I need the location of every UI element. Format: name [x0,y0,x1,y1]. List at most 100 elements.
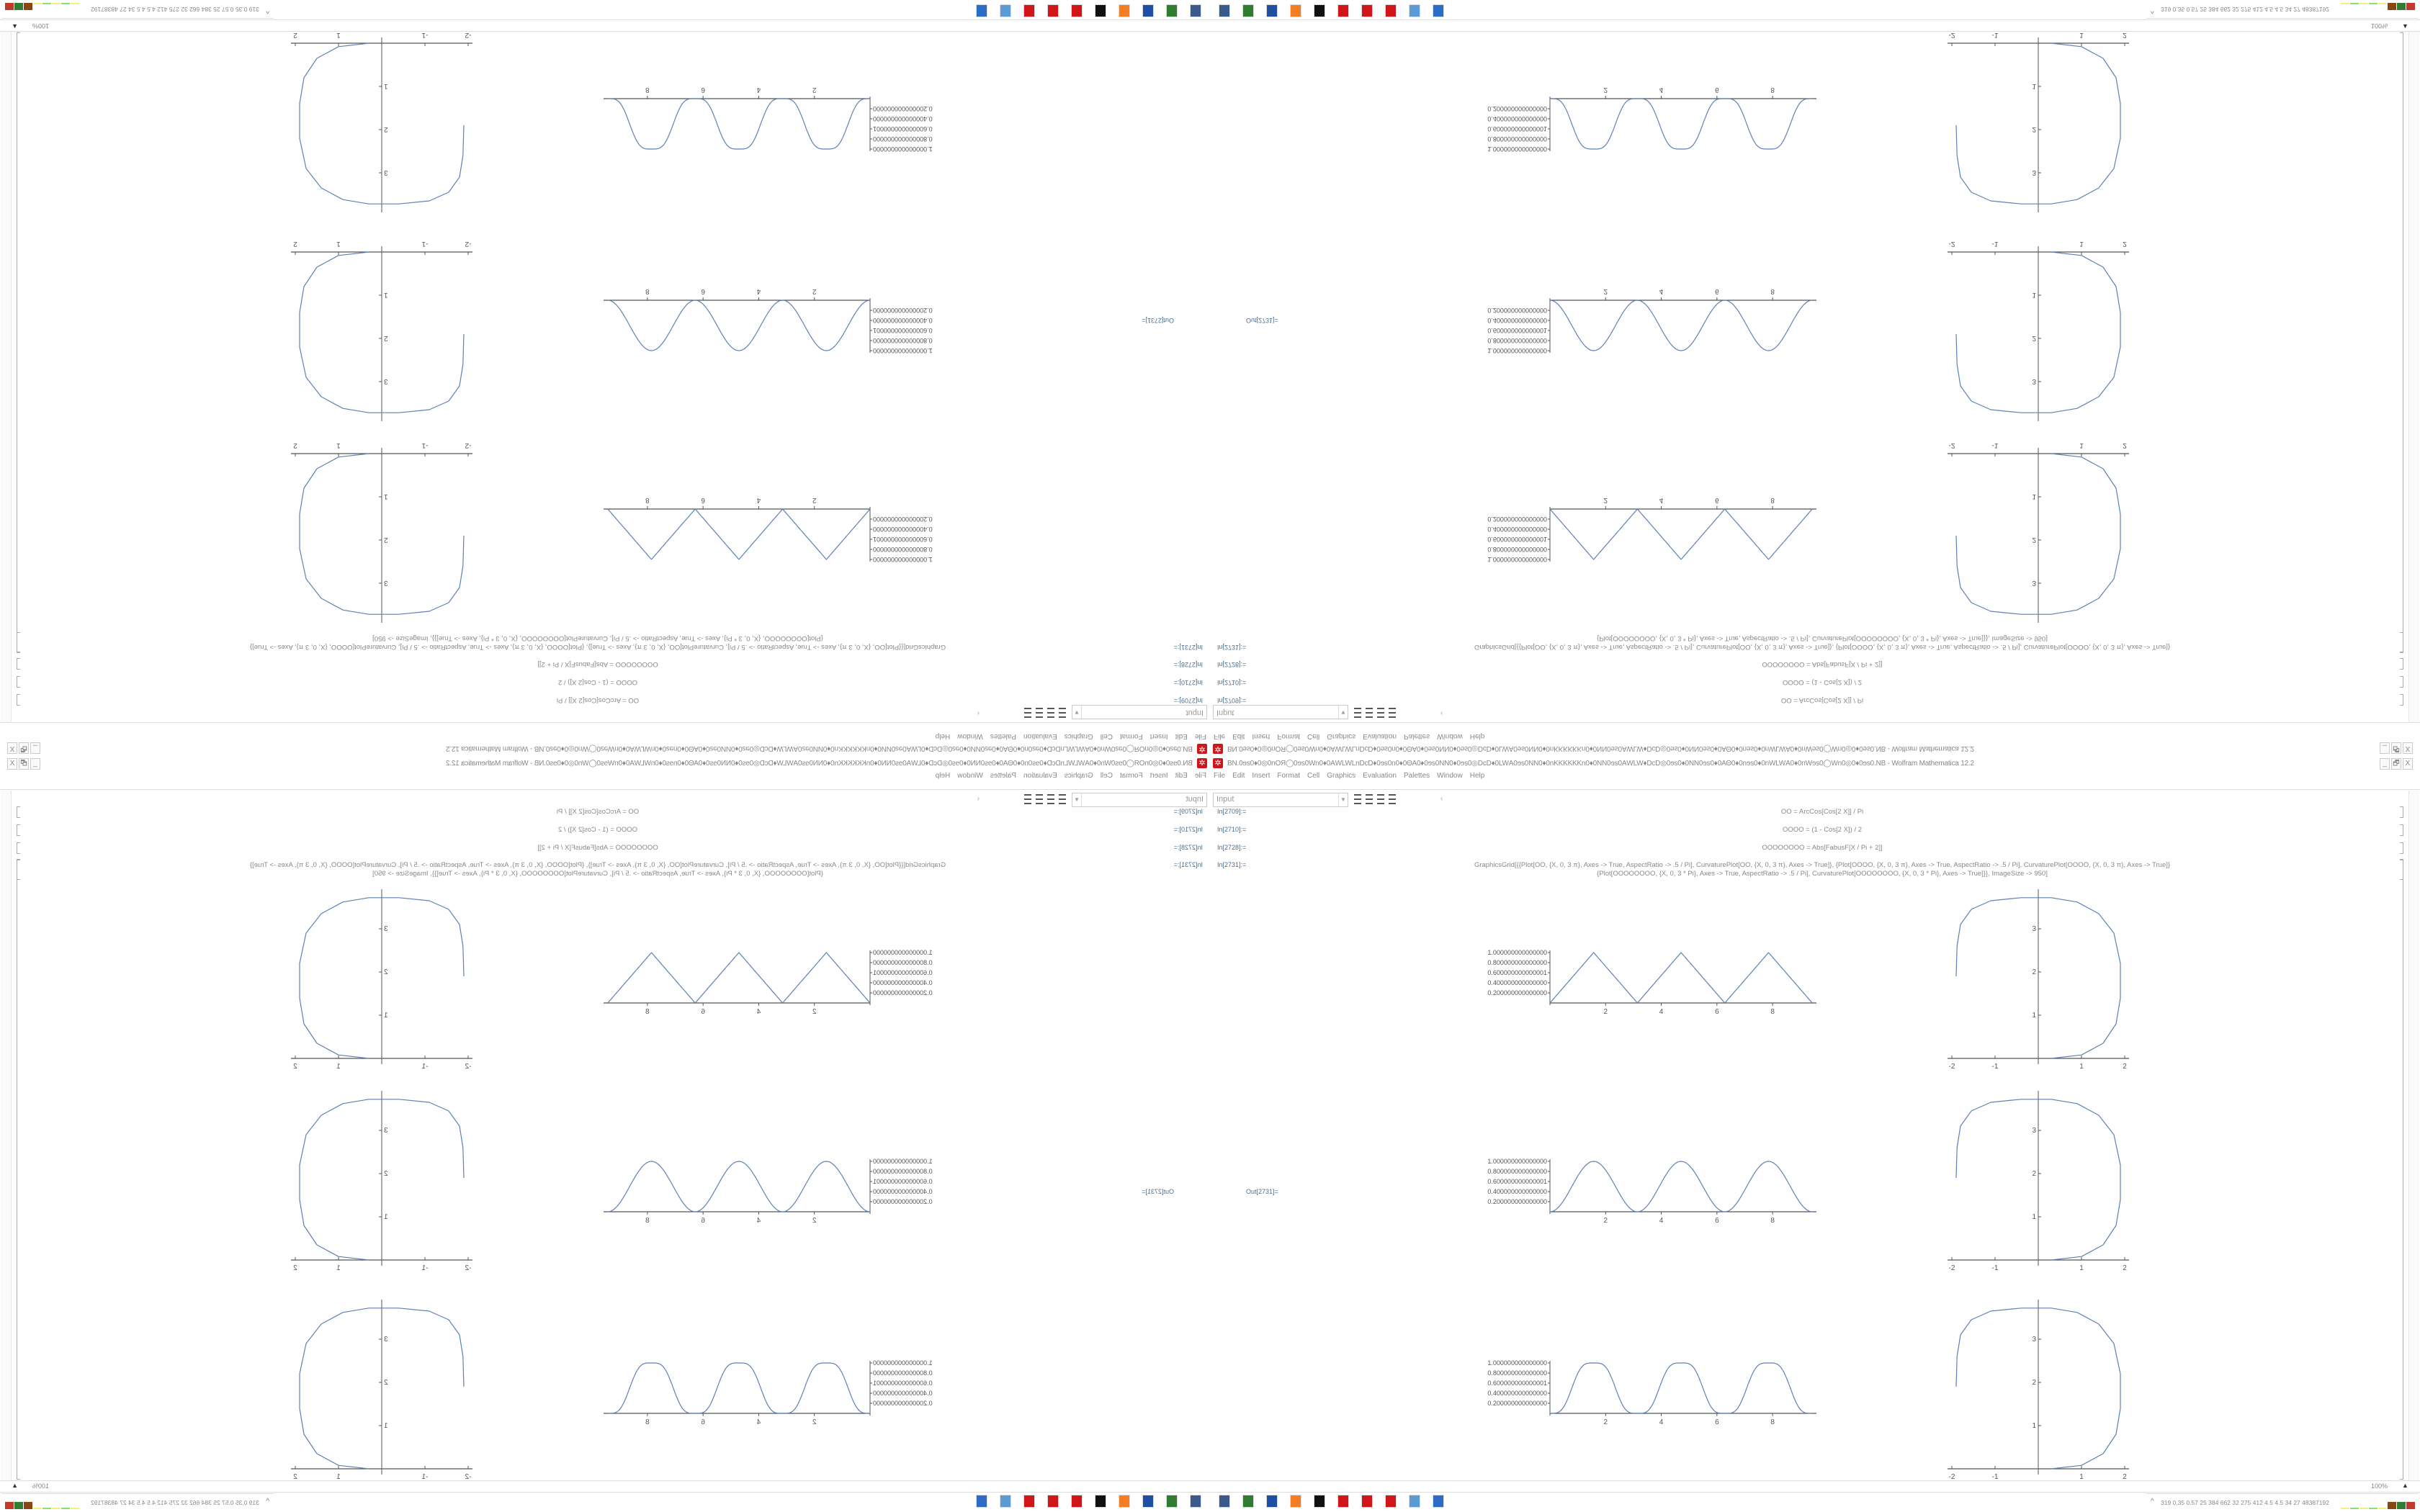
android-emulator-icon[interactable] [1166,1495,1178,1508]
menu-edit[interactable]: Edit [1232,732,1245,740]
input-code[interactable]: GraphicsGrid[{{Plot[OO, {X, 0, 3 π}, Axe… [1474,643,2171,651]
cell-bracket[interactable] [2400,694,2403,706]
input-code[interactable]: {Plot[OOOOOOOO, {X, 0, 3 * Pi}, Axes -> … [1597,634,2048,642]
menu-window[interactable]: Window [957,732,983,740]
cell-bracket[interactable] [2400,658,2403,670]
menu-evaluation[interactable]: Evaluation [1363,772,1397,780]
menu-insert[interactable]: Insert [1252,772,1270,780]
mathematica-icon[interactable] [1361,1495,1373,1508]
align-center-button[interactable] [1047,794,1054,804]
chevron-up-icon[interactable]: ^ [2151,6,2154,14]
android-emulator-icon[interactable] [1242,4,1254,17]
minimize-button[interactable]: _ [2380,758,2390,770]
align-center-button[interactable] [1366,794,1373,804]
menu-insert[interactable]: Insert [1150,732,1168,740]
cell-bracket[interactable] [2400,676,2403,688]
input-code[interactable]: OO = ArcCos[Cos[2 X]] / Pi [1780,696,1864,704]
inkscape-icon[interactable] [1095,1495,1106,1508]
menu-evaluation[interactable]: Evaluation [1363,732,1397,740]
vertical-scrollbar[interactable] [2408,32,2419,721]
input-code[interactable]: OOOOOOOO = Abs[FabusF[X / Pi + 2]] [537,844,658,852]
menu-graphics[interactable]: Graphics [1327,772,1356,780]
zoom-menu-icon[interactable]: ▲ [12,23,18,30]
zoom-level[interactable]: 100% [2371,22,2388,30]
minimize-button[interactable]: _ [30,758,40,770]
close-button[interactable]: X [2403,758,2413,770]
restore-button[interactable]: 🗗 [19,742,29,754]
mathematica-icon[interactable] [1361,4,1373,17]
align-center-button[interactable] [1366,708,1373,718]
cell-bracket[interactable] [17,824,20,836]
mathematica-icon[interactable] [1071,1495,1083,1508]
menu-edit[interactable]: Edit [1175,732,1188,740]
output-cell-bracket[interactable] [17,859,20,1480]
zoom-level[interactable]: 100% [2371,1482,2388,1490]
menu-evaluation[interactable]: Evaluation [1023,732,1057,740]
minimize-button[interactable]: _ [30,742,40,754]
zoom-menu-icon[interactable]: ▲ [2402,23,2408,30]
input-code[interactable]: OO = ArcCos[Cos[2 X]] / Pi [1780,808,1864,816]
menu-help[interactable]: Help [1469,772,1485,780]
menu-graphics[interactable]: Graphics [1327,732,1356,740]
align-left-button[interactable] [1059,794,1066,804]
menu-graphics[interactable]: Graphics [1064,732,1093,740]
menu-palettes[interactable]: Palettes [990,772,1016,780]
menu-palettes[interactable]: Palettes [1404,772,1430,780]
mathematica-icon[interactable] [1337,1495,1349,1508]
input-code[interactable]: OOOOOOOO = Abs[FabusF[X / Pi + 2]] [1762,844,1883,852]
inkscape-icon[interactable] [1314,4,1325,17]
android-emulator-icon[interactable] [1242,1495,1254,1508]
vertical-scrollbar[interactable] [1,791,12,1480]
menu-window[interactable]: Window [1437,772,1463,780]
collapse-toolbar-icon[interactable]: ‹ [977,795,980,803]
zoom-level[interactable]: 100% [32,22,49,30]
cell-bracket[interactable] [2400,806,2403,818]
input-code[interactable]: OOOOOOOO = Abs[FabusF[X / Pi + 2]] [537,660,658,668]
mathematica-icon[interactable] [1385,4,1397,17]
firefox-icon[interactable] [1290,4,1301,17]
calculator-icon[interactable] [1409,4,1420,17]
restore-button[interactable]: 🗗 [2391,742,2401,754]
menu-graphics[interactable]: Graphics [1064,772,1093,780]
restore-button[interactable]: 🗗 [2391,758,2401,770]
menu-cell[interactable]: Cell [1100,772,1113,780]
align-justify-button[interactable] [1389,794,1396,804]
input-code[interactable]: OOOO = (1 - Cos[2 X]) / 2 [1782,826,1863,834]
input-code[interactable]: OO = ArcCos[Cos[2 X]] / Pi [556,696,640,704]
network-monitor-icon[interactable] [1190,1495,1201,1508]
chevron-up-icon[interactable]: ^ [2151,1498,2154,1506]
chevron-up-icon[interactable]: ^ [266,6,269,14]
menu-insert[interactable]: Insert [1150,772,1168,780]
cell-style-dropdown[interactable]: Input ▼ [1072,705,1207,719]
menu-format[interactable]: Format [1119,772,1143,780]
network-monitor-icon[interactable] [1190,4,1201,17]
collapse-toolbar-icon[interactable]: ‹ [1440,709,1443,717]
input-code[interactable]: {Plot[OOOOOOOO, {X, 0, 3 * Pi}, Axes -> … [372,634,823,642]
save-disk-icon[interactable] [1266,1495,1278,1508]
cell-style-dropdown[interactable]: Input ▼ [1213,705,1348,719]
menu-file[interactable]: File [1214,772,1226,780]
vertical-scrollbar[interactable] [1,32,12,721]
mathematica-icon[interactable] [1023,4,1035,17]
menu-edit[interactable]: Edit [1232,772,1245,780]
menu-edit[interactable]: Edit [1175,772,1188,780]
save-disk-icon[interactable] [1142,1495,1154,1508]
menu-window[interactable]: Window [957,772,983,780]
menu-evaluation[interactable]: Evaluation [1023,772,1057,780]
menu-cell[interactable]: Cell [1307,732,1320,740]
output-cell-bracket[interactable] [2400,32,2403,653]
firefox-icon[interactable] [1119,1495,1130,1508]
restore-button[interactable]: 🗗 [19,758,29,770]
input-code[interactable]: GraphicsGrid[{{Plot[OO, {X, 0, 3 π}, Axe… [1474,861,2171,869]
zoom-menu-icon[interactable]: ▲ [2402,1482,2408,1489]
android-emulator-icon[interactable] [1166,4,1178,17]
collapse-toolbar-icon[interactable]: ‹ [1440,795,1443,803]
align-right-button[interactable] [1377,794,1384,804]
input-code[interactable]: OOOOOOOO = Abs[FabusF[X / Pi + 2]] [1762,660,1883,668]
menu-palettes[interactable]: Palettes [1404,732,1430,740]
network-monitor-icon[interactable] [1219,1495,1230,1508]
inkscape-icon[interactable] [1314,1495,1325,1508]
minimize-button[interactable]: _ [2380,742,2390,754]
zoom-level[interactable]: 100% [32,1482,49,1490]
input-code[interactable]: {Plot[OOOOOOOO, {X, 0, 3 * Pi}, Axes -> … [1597,870,2048,878]
